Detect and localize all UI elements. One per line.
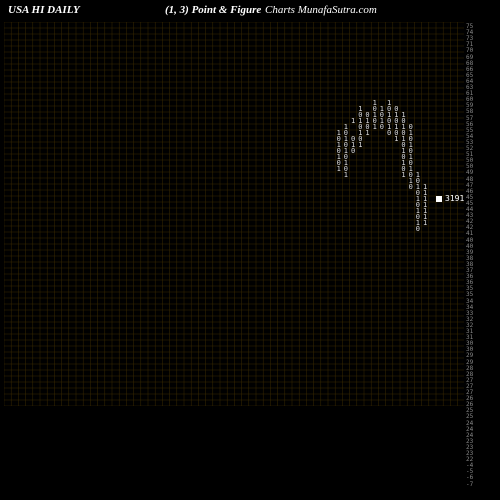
ticker-title: USA HI DAILY bbox=[8, 4, 80, 16]
y-axis: 7574737170696866656463616059585756555453… bbox=[466, 22, 496, 494]
pnf-cell: 0 bbox=[414, 226, 421, 233]
current-price-marker: 3191 bbox=[436, 194, 464, 203]
chart-config: (1, 3) Point & Figure bbox=[165, 4, 261, 16]
pnf-cell: 1 bbox=[422, 220, 429, 227]
pnf-cell: 1 bbox=[371, 124, 378, 131]
chart-grid bbox=[4, 22, 464, 406]
pnf-cell: 1 bbox=[393, 136, 400, 143]
pnf-cell: 1 bbox=[335, 166, 342, 173]
pnf-cell: 1 bbox=[364, 130, 371, 137]
pnf-chart: 7574737170696866656463616059585756555453… bbox=[4, 22, 476, 494]
price-marker-value: 3191 bbox=[445, 194, 464, 203]
price-marker-icon bbox=[436, 196, 442, 202]
source-label: Charts bbox=[265, 4, 295, 16]
pnf-cell: 0 bbox=[407, 184, 414, 191]
pnf-cell: 0 bbox=[378, 124, 385, 131]
chart-source: Charts MunafaSutra.com bbox=[265, 4, 377, 16]
chart-header: USA HI DAILY (1, 3) Point & Figure Chart… bbox=[0, 4, 500, 22]
pnf-cell: 1 bbox=[357, 142, 364, 149]
y-axis-label: -7 bbox=[466, 482, 473, 488]
pnf-cell: 1 bbox=[350, 118, 357, 125]
pnf-cell: 0 bbox=[386, 130, 393, 137]
source-site: MunafaSutra.com bbox=[298, 4, 377, 16]
pnf-cell: 1 bbox=[400, 172, 407, 179]
pnf-cell: 1 bbox=[342, 172, 349, 179]
pnf-cell: 0 bbox=[350, 148, 357, 155]
